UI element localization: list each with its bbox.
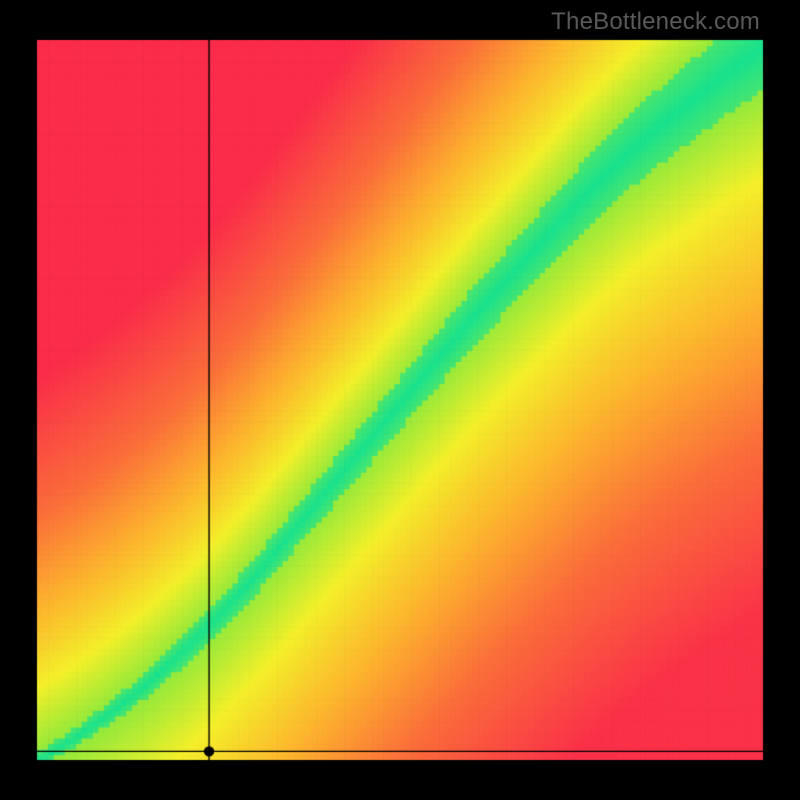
- bottleneck-heatmap: [0, 0, 800, 800]
- watermark: TheBottleneck.com: [551, 8, 760, 36]
- chart-container: TheBottleneck.com: [0, 0, 800, 800]
